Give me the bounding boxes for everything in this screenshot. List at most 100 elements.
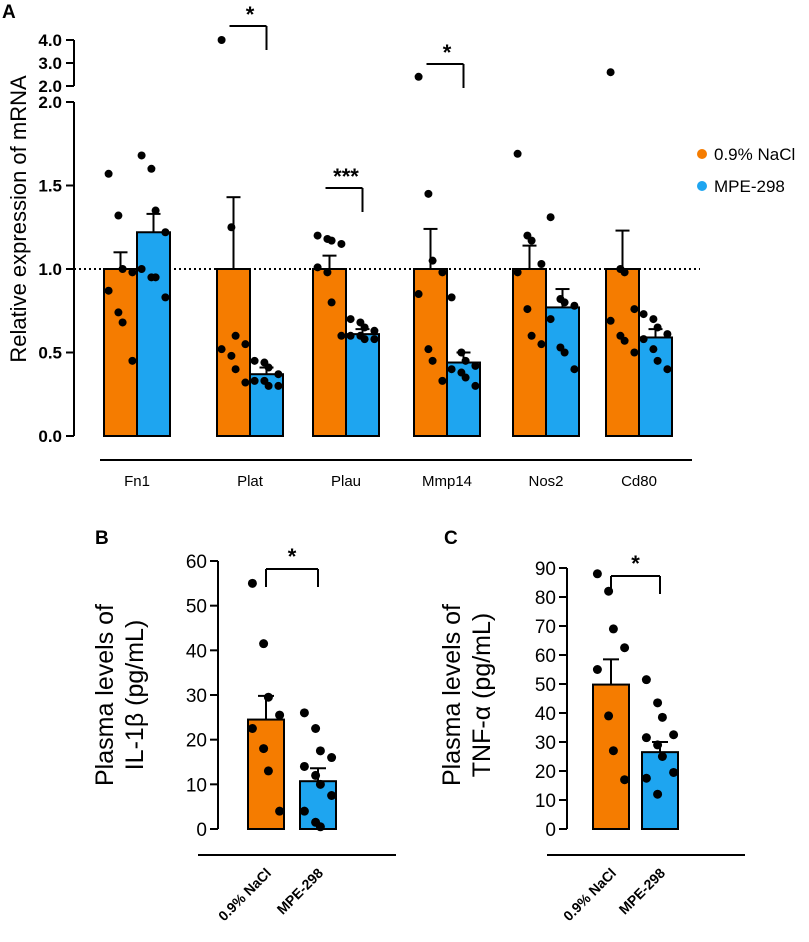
a-datapoint [560,348,569,357]
a-category-label: Mmp14 [422,473,472,490]
a-datapoint [620,268,629,277]
a-datapoint [461,373,470,382]
a-category-label: Nos2 [528,473,563,490]
panelC-datapoint [669,767,679,777]
panelB-datapoint [247,578,257,588]
a-datapoint [128,356,137,365]
panelB-datapoint [263,692,273,702]
a-datapoint [231,331,240,340]
panelB-datapoint [315,746,325,756]
a-datapoint [560,298,569,307]
legend-label-nacl: 0.9% NaCl [714,145,795,164]
a-datapoint [151,273,160,282]
a-datapoint [537,259,546,268]
a-datapoint [241,378,250,387]
panelB-datapoint [327,753,337,763]
a-datapoint [513,268,522,277]
a-datapoint [523,305,532,314]
panelB-datapoint [299,806,309,816]
a-datapoint [424,189,433,198]
a-bar-mpe-fn1 [136,231,171,437]
a-ytick-label: 1.5 [38,177,62,196]
a-datapoint [161,228,170,237]
panelB-datapoint [263,766,273,776]
a-datapoint [370,335,379,344]
panelC-datapoint [641,733,651,743]
a-datapoint [327,298,336,307]
a-datapoint [471,381,480,390]
a-datapoint [546,315,555,324]
panelC-datapoint [604,711,614,721]
panelB-datapoint [315,822,325,832]
a-datapoint [161,293,170,302]
a-datapoint [414,72,423,81]
a-ytick-label-upper: 3.0 [38,54,62,73]
a-datapoint [527,331,536,340]
a-datapoint [323,268,332,277]
panelC-datapoint [669,730,679,740]
a-datapoint [461,356,470,365]
panelC-ytick-label: 0 [545,820,556,841]
panelB-sig-label: * [288,544,297,569]
a-datapoint [428,356,437,365]
a-ytick-label-upper: 4.0 [38,31,62,50]
a-bar-mpe-plau [345,333,380,438]
a-datapoint [114,211,123,220]
panel-a-chart: 0.0 0.5 1.0 1.5 2.02.0 3.0 4.0 Fn1 Plat Plau Mmp14… [38,2,700,490]
a-sig-label: * [443,40,452,65]
a-datapoint [104,286,113,295]
a-sig-label: * [246,2,255,27]
panelB-ytick-label: 50 [186,597,207,618]
a-datapoint [313,263,322,272]
panel-c-ylabel-line2: TNF-α (pg/mL) [468,613,496,777]
a-datapoint [457,348,466,357]
panelC-datapoint [641,773,651,783]
panelB-datapoint [327,791,337,800]
a-datapoint [360,335,369,344]
panelC-bar-nacl [592,683,630,831]
a-datapoint [447,365,456,374]
panel-c-letter: C [444,528,458,549]
a-datapoint [231,365,240,374]
a-datapoint [620,336,629,345]
a-datapoint [663,330,672,339]
panelC-datapoint [657,752,667,761]
a-datapoint [653,323,662,332]
a-datapoint [147,164,156,173]
panelC-datapoint [620,643,630,653]
a-datapoint [649,315,658,324]
legend-marker-mpe [697,181,707,191]
a-datapoint [264,363,273,372]
a-category-label: Fn1 [124,473,150,490]
a-datapoint [639,310,648,319]
a-ytick-label: 1.0 [38,260,62,279]
panelC-datapoint [608,624,618,634]
a-datapoint [414,290,423,299]
panelC-sig-label: * [631,551,640,576]
a-datapoint [653,356,662,365]
a-datapoint [217,345,226,354]
a-bar-mpe-cd80 [638,336,673,437]
panelB-datapoint [275,710,285,720]
a-datapoint [104,169,113,178]
a-datapoint [663,365,672,374]
a-datapoint [313,231,322,240]
panelC-ytick-label: 60 [535,646,556,667]
panelB-datapoint [259,744,269,754]
a-datapoint [527,236,536,245]
a-datapoint [337,239,346,248]
a-ytick-label: 2.0 [38,93,62,112]
a-datapoint [250,356,259,365]
a-datapoint [428,256,437,265]
panelC-datapoint [592,569,602,579]
a-datapoint [370,326,379,335]
a-ytick-label: 0.0 [38,427,62,446]
panelC-ytick-label: 80 [535,588,556,609]
legend-label-mpe: MPE-298 [714,177,785,196]
a-datapoint [360,323,369,332]
panelB-datapoint [311,724,321,733]
a-datapoint [513,149,522,158]
a-datapoint [274,381,283,390]
